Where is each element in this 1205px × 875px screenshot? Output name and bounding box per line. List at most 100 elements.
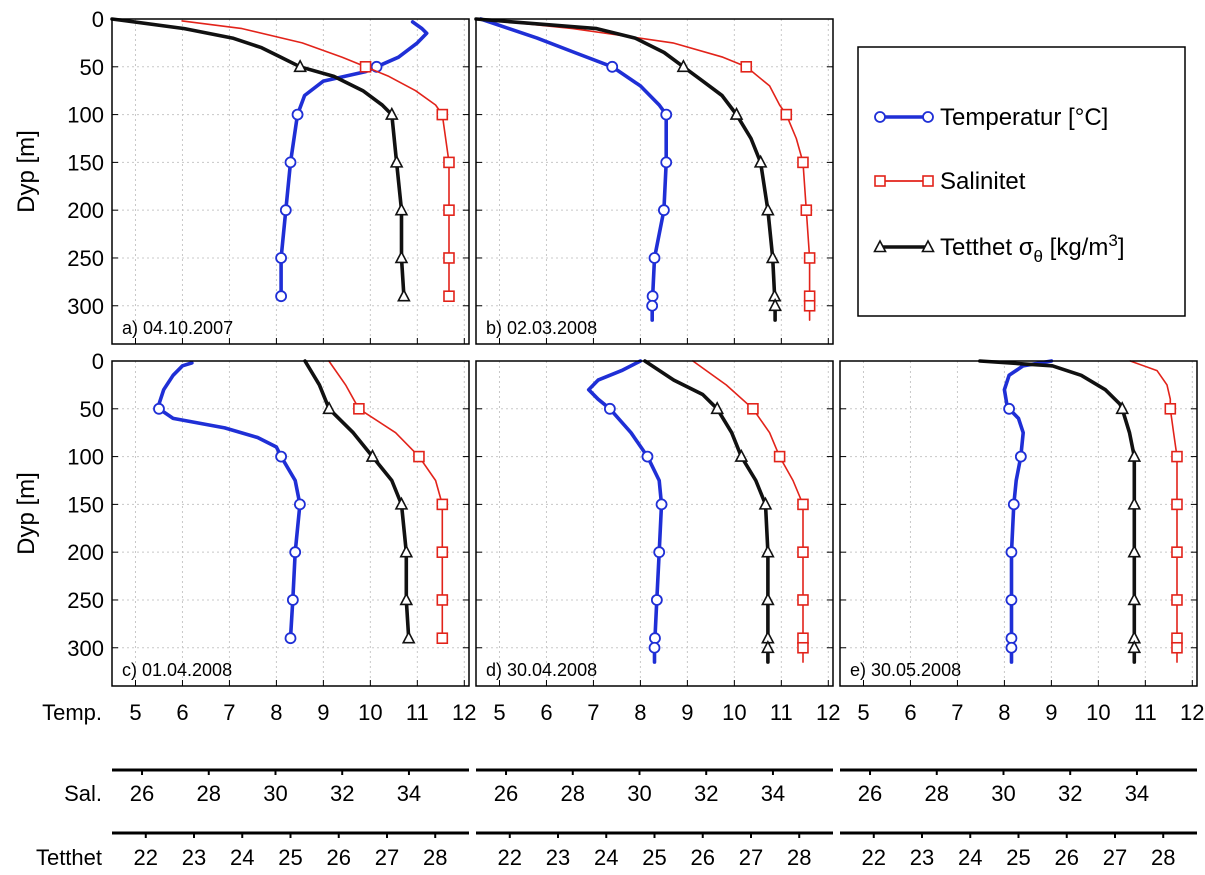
x-tick-label: 27 xyxy=(375,845,399,870)
salinity-point xyxy=(747,402,759,415)
temperature-point xyxy=(275,252,288,264)
temperature-point xyxy=(275,450,288,463)
x-tick-label: 28 xyxy=(423,845,447,870)
temperature-line xyxy=(478,17,669,322)
temperature-point xyxy=(603,402,616,415)
density-point xyxy=(729,106,744,120)
density-point xyxy=(394,202,409,216)
x-tick-label: 9 xyxy=(1045,700,1057,725)
x-tick-label: 7 xyxy=(587,700,599,725)
temperature-point xyxy=(1007,498,1020,511)
temperature-point xyxy=(657,204,670,217)
x-tick-label: 26 xyxy=(327,845,351,870)
salinity-line xyxy=(1129,360,1178,663)
x-tick-label: 11 xyxy=(1134,700,1157,725)
panel: a) 04.10.2007 xyxy=(110,17,470,345)
temperature-point xyxy=(606,60,619,73)
density-point xyxy=(768,298,782,312)
temperature-point xyxy=(284,632,297,645)
x-tick-label: 30 xyxy=(263,781,287,806)
salinity-point xyxy=(800,204,813,216)
temperature-point xyxy=(646,290,659,303)
x-tick-label: 9 xyxy=(317,700,329,725)
density-point xyxy=(394,496,409,510)
temperature-line xyxy=(157,361,302,641)
x-tick-label: 6 xyxy=(540,700,552,725)
x-tick-label: 8 xyxy=(634,700,646,725)
x-tick-label: 5 xyxy=(493,700,505,725)
temperature-point xyxy=(1005,546,1018,559)
temperature-point xyxy=(275,290,288,303)
x-tick-label: 30 xyxy=(627,781,651,806)
density-point xyxy=(389,154,404,168)
density-line xyxy=(110,17,406,299)
depth-axes: 0 50 100 150 200 250 300 Dyp [m] 0 50 100 150 200 250… xyxy=(13,7,104,661)
salinity-point xyxy=(780,108,793,121)
temperature-point xyxy=(646,299,659,312)
density-point xyxy=(1127,544,1142,558)
density-line xyxy=(474,17,777,322)
panel: b) 02.03.2008 xyxy=(474,17,834,345)
x-tick-label: 22 xyxy=(134,845,158,870)
density-point xyxy=(1127,496,1142,510)
y-tick-label: 250 xyxy=(67,246,104,271)
salinity-point xyxy=(436,108,449,121)
density-point xyxy=(676,59,691,73)
legend-marker xyxy=(922,175,934,187)
temperature-point xyxy=(653,546,666,559)
x-tick-label: 26 xyxy=(494,781,518,806)
density-point xyxy=(293,59,307,73)
panel-label: a) 04.10.2007 xyxy=(122,318,233,338)
density-point xyxy=(384,106,399,120)
x-tick-label: 6 xyxy=(904,700,916,725)
salinity-point xyxy=(436,546,449,558)
salinity-line xyxy=(328,360,444,640)
salinity-point xyxy=(443,156,455,169)
salinity-point xyxy=(443,204,455,216)
temperature-point xyxy=(650,594,663,606)
salinity-point xyxy=(1171,632,1183,645)
x-tick-label: 25 xyxy=(278,845,302,870)
salinity-point xyxy=(797,156,809,169)
temperature-point xyxy=(648,252,661,264)
salinity-point xyxy=(740,60,753,73)
x-tick-label: 6 xyxy=(176,700,188,725)
panel-frame xyxy=(475,360,834,687)
x-tick-label: 23 xyxy=(910,845,934,870)
y-tick-label: 0 xyxy=(92,7,104,32)
salinity-point xyxy=(1171,641,1183,654)
panel-frame xyxy=(839,360,1198,687)
x-tick-label: 7 xyxy=(951,700,963,725)
x-tick-label: 8 xyxy=(270,700,282,725)
x-tick-label: 22 xyxy=(498,845,522,870)
salinity-point xyxy=(443,290,455,303)
temperature-point xyxy=(1005,632,1018,645)
x-tick-label: 28 xyxy=(787,845,811,870)
x-tick-label: 34 xyxy=(397,781,421,806)
panel-label: d) 30.04.2008 xyxy=(486,660,597,680)
x-tick-label: 24 xyxy=(230,845,254,870)
x-tick-label: 9 xyxy=(681,700,693,725)
density-point xyxy=(1127,640,1142,654)
density-point xyxy=(758,496,773,510)
temperature-point xyxy=(153,402,165,415)
x-tick-label: 12 xyxy=(452,700,476,725)
y-tick-label: 100 xyxy=(67,103,104,128)
temperature-point xyxy=(1005,641,1018,654)
salinity-point xyxy=(797,498,809,511)
temperature-point xyxy=(660,156,673,169)
x-tick-label: 10 xyxy=(358,700,382,725)
legend: Temperatur [°C] Salinitet Tetthet σθ [kg/m… xyxy=(857,46,1186,317)
salinity-point xyxy=(797,632,809,645)
salinity-point xyxy=(436,498,449,511)
y-axis-label: Dyp [m] xyxy=(13,130,40,213)
salinity-point xyxy=(443,252,455,264)
temperature-line xyxy=(279,20,429,299)
y-tick-label: 300 xyxy=(67,636,104,661)
x-tick-label: 25 xyxy=(642,845,666,870)
x-tick-label: 11 xyxy=(770,700,793,725)
x-tick-label: 26 xyxy=(858,781,882,806)
x-tick-label: 27 xyxy=(1103,845,1127,870)
panels: a) 04.10.2007 b) 02.03.2008 c) 01.04.2008 d… xyxy=(110,17,1198,687)
temperature-point xyxy=(649,632,661,645)
